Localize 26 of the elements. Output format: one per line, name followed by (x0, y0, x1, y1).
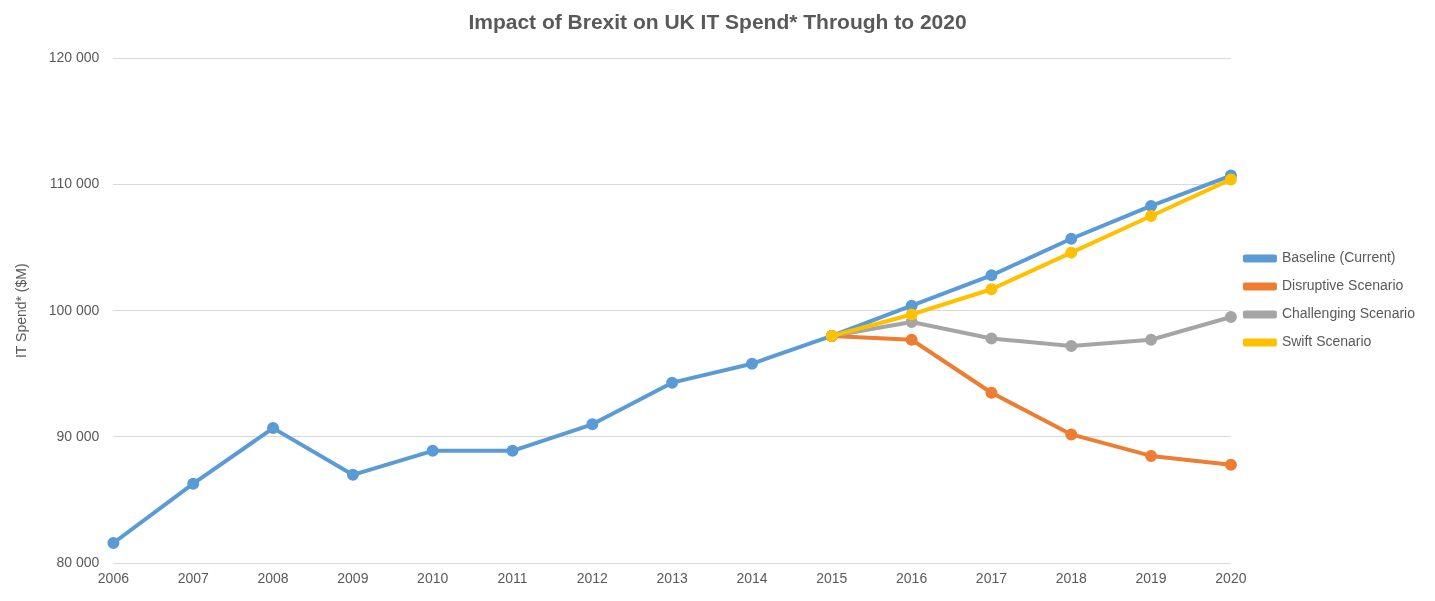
y-tick-label: 100 000 (48, 301, 100, 318)
x-tick-label: 2011 (497, 570, 528, 587)
x-tick-label: 2008 (257, 570, 289, 587)
x-tick-label: 2013 (656, 570, 688, 587)
legend-label: Baseline (Current) (1281, 249, 1396, 266)
y-tick-label: 90 000 (56, 427, 100, 444)
x-tick-label: 2019 (1135, 570, 1167, 587)
legend-label: Disruptive Scenario (1281, 277, 1404, 294)
x-tick-label: 2012 (576, 570, 609, 587)
x-tick-label: 2015 (816, 570, 848, 587)
x-tick-label: 2016 (896, 570, 928, 587)
x-tick-label: 2010 (417, 570, 449, 587)
x-tick-label: 2020 (1215, 570, 1247, 587)
y-axis-title: IT Spend* ($M) (13, 263, 30, 359)
legend-label: Swift Scenario (1281, 333, 1372, 350)
y-tick-label: 110 000 (49, 175, 100, 192)
x-tick-label: 2014 (736, 570, 768, 587)
x-tick-label: 2006 (97, 570, 130, 587)
x-tick-label: 2017 (975, 570, 1008, 587)
legend-label: Challenging Scenario (1281, 305, 1416, 322)
y-tick-label: 80 000 (56, 554, 100, 571)
x-tick-label: 2018 (1055, 570, 1088, 587)
x-tick-label: 2009 (337, 570, 369, 587)
y-tick-label: 120 000 (48, 49, 100, 66)
chart-title: Impact of Brexit on UK IT Spend* Through to 2020 (468, 10, 967, 34)
x-tick-label: 2007 (177, 570, 210, 587)
